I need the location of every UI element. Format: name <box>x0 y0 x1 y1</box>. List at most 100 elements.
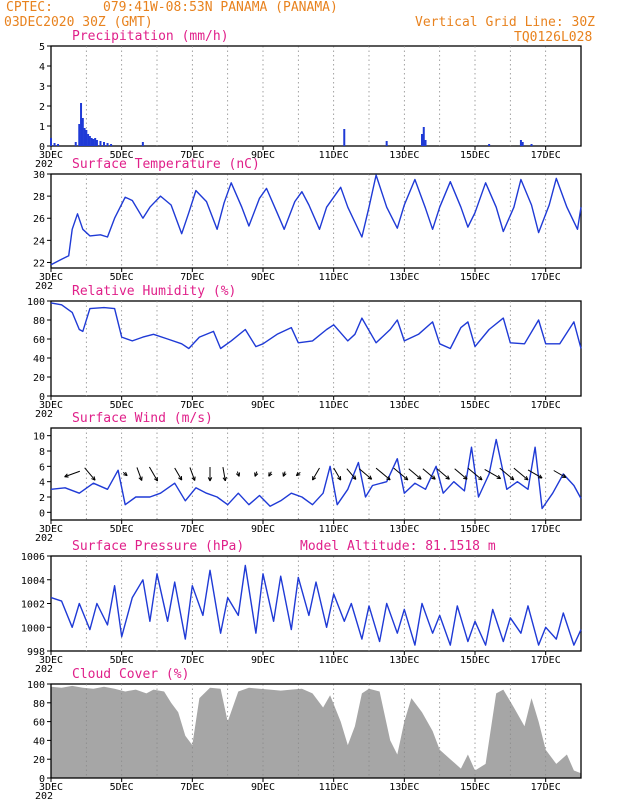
x-tick-label: 9DEC <box>251 150 275 161</box>
wind-arrow-shaft <box>375 467 391 481</box>
wind-arrow-head <box>478 478 483 481</box>
x-tick-label: 15DEC <box>460 150 490 161</box>
x-tick-label: 13DEC <box>389 524 419 535</box>
wind-arrow-head <box>539 474 543 479</box>
wind-arrow-head <box>525 476 529 481</box>
wind-arrow-head <box>191 477 196 481</box>
x-tick-label: 9DEC <box>251 782 275 793</box>
precip-bar <box>424 140 427 146</box>
wind-arrow <box>467 467 483 481</box>
x-tick-label: 3DEC <box>39 782 63 793</box>
wind-arrow <box>136 467 143 481</box>
wind-arrow-head <box>479 476 483 481</box>
x-tick-label: 9DEC <box>251 655 275 666</box>
y-tick-label: 40 <box>33 736 45 747</box>
x-tick-label: 17DEC <box>531 272 561 283</box>
x-tick-label: 3DEC <box>39 400 63 411</box>
wind-arrow <box>513 467 529 481</box>
x-tick-label: 15DEC <box>460 782 490 793</box>
wind-arrow-head <box>296 474 301 477</box>
y-tick-label: 10 <box>33 432 45 443</box>
panel-wind: 0 2 4 6 8 10 3DEC 5DEC 7DEC 9DEC 11DEC 13DEC 15DEC 17… <box>33 411 582 544</box>
x-tick-label: 13DEC <box>389 400 419 411</box>
wind-arrow <box>235 471 241 477</box>
series-line <box>50 302 582 350</box>
header-run-code: TQ0126L028 <box>514 30 592 45</box>
wind-arrow <box>312 467 320 481</box>
x-tick-label: 15DEC <box>460 400 490 411</box>
wind-arrow <box>207 467 213 482</box>
panel-frame <box>50 45 582 147</box>
panel-title: Precipitation (mm/h) <box>72 29 229 44</box>
x-tick-label: 11DEC <box>319 272 349 283</box>
x-tick-label: 5DEC <box>110 272 134 283</box>
series-line <box>50 174 582 266</box>
wind-arrow-shaft <box>222 467 226 481</box>
wind-arrow-head <box>445 477 450 480</box>
x-tick-label: 17DEC <box>531 655 561 666</box>
header-grid-note: Vertical Grid Line: 30Z <box>415 15 595 30</box>
corner-year-label: 202 <box>35 791 53 800</box>
wind-arrow <box>295 471 301 477</box>
precip-bar <box>519 140 522 146</box>
y-tick-label: 100 <box>27 680 45 691</box>
header-cptec-label: CPTEC: <box>6 0 53 15</box>
precip-bar <box>421 134 423 146</box>
wind-arrow-head <box>254 473 259 477</box>
precip-bar <box>106 143 109 146</box>
wind-arrow-shaft <box>513 467 529 481</box>
y-tick-label: 0 <box>39 774 45 785</box>
precip-bar <box>85 130 88 146</box>
x-tick-label: 9DEC <box>251 272 275 283</box>
y-tick-label: 4 <box>39 62 45 73</box>
wind-arrow-shaft <box>346 468 357 480</box>
x-tick-label: 3DEC <box>39 150 63 161</box>
wind-arrow <box>454 468 468 480</box>
y-tick-label: 20 <box>33 755 45 766</box>
panel-humidity: 0 20 40 60 80 100 3DEC 5DEC 7DEC 9DEC 11DEC 13DEC 15… <box>27 284 582 420</box>
precip-bar <box>422 127 425 146</box>
x-tick-label: 9DEC <box>251 524 275 535</box>
x-tick-label: 15DEC <box>460 272 490 283</box>
wind-arrow <box>148 466 159 482</box>
x-tick-label: 3DEC <box>39 655 63 666</box>
wind-arrow <box>84 467 96 481</box>
wind-arrow-head <box>224 476 227 482</box>
wind-arrow <box>422 468 436 480</box>
y-tick-label: 8 <box>39 447 45 458</box>
wind-arrow-head <box>222 477 226 482</box>
x-tick-label: 15DEC <box>460 655 490 666</box>
wind-arrow-head <box>497 475 502 479</box>
y-tick-label: 1 <box>39 122 45 133</box>
precip-bar <box>95 140 98 146</box>
x-tick-label: 13DEC <box>389 150 419 161</box>
wind-arrow-shaft <box>422 468 436 480</box>
panel-temperature: 22 24 26 28 30 3DEC 5DEC 7DEC 9DEC 11DEC 13DEC 15DE… <box>33 157 582 292</box>
precip-bar <box>88 136 91 146</box>
panel-title: Surface Wind (m/s) <box>72 411 213 426</box>
wind-arrow-shaft <box>174 467 183 481</box>
y-tick-label: 80 <box>33 699 45 710</box>
y-tick-label: 0 <box>39 142 45 153</box>
wind-arrow-head <box>511 476 515 481</box>
wind-arrow-shaft <box>358 468 372 480</box>
y-tick-label: 4 <box>39 478 45 489</box>
wind-arrow-head <box>235 473 240 477</box>
corner-year-label: 202 <box>35 281 53 292</box>
panel-cloud-cover: 0 20 40 60 80 100 3DEC 5DEC 7DEC 9DEC 11DEC 13DEC 15… <box>27 667 582 800</box>
y-tick-label: 5 <box>39 42 45 53</box>
x-tick-label: 5DEC <box>110 655 134 666</box>
x-tick-label: 11DEC <box>319 655 349 666</box>
wind-arrow-head <box>463 477 468 480</box>
wind-arrow-head <box>337 477 341 481</box>
x-tick-label: 17DEC <box>531 400 561 411</box>
x-tick-label: 5DEC <box>110 400 134 411</box>
precip-bar <box>94 138 97 146</box>
precip-bar <box>83 128 86 146</box>
wind-arrow <box>484 468 502 480</box>
x-tick-label: 9DEC <box>251 400 275 411</box>
corner-year-label: 202 <box>35 159 53 170</box>
wind-arrow-head <box>509 478 514 481</box>
wind-arrow <box>527 469 543 479</box>
precip-bar <box>92 139 95 146</box>
